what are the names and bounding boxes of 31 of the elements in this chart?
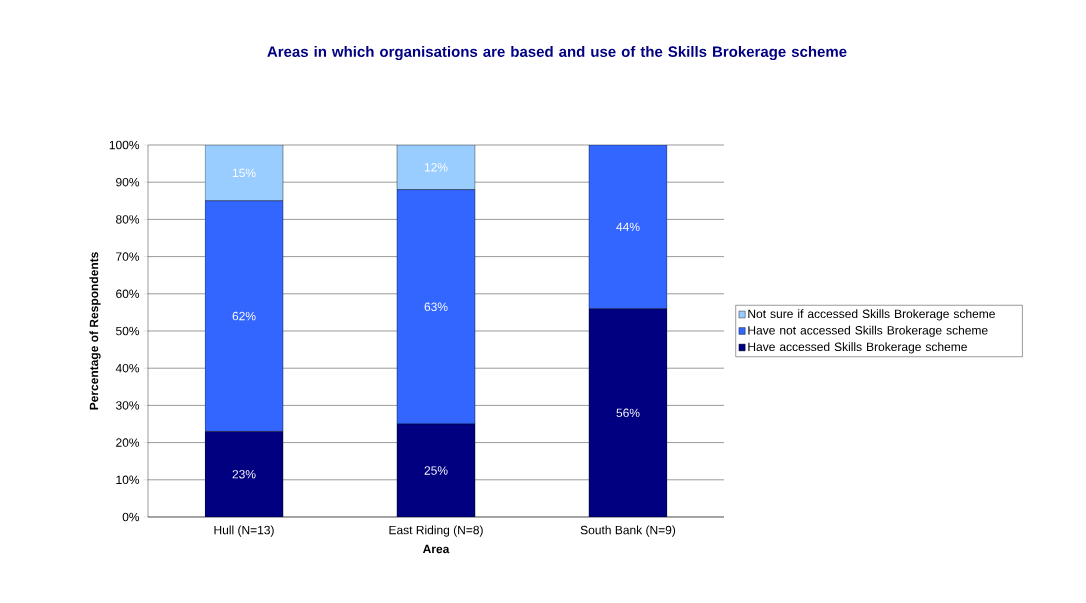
data-label: 25% (424, 466, 448, 475)
y-tick-label: 90% (116, 177, 140, 187)
bar (396, 189, 476, 425)
y-tick-label: 40% (115, 363, 140, 373)
y-tick-label: 60% (116, 289, 140, 299)
x-tick-label: Hull (N=13) (214, 525, 274, 537)
data-label: 23% (232, 469, 256, 479)
legend-label: Not sure if accessed Skills Brokerage scheme (748, 309, 995, 321)
x-tick-label: South Bank (N=9) (580, 525, 676, 537)
x-axis-title: Area (422, 544, 450, 554)
y-tick-label: 20% (116, 438, 140, 447)
y-tick-label: 10% (116, 475, 140, 485)
data-label: 62% (232, 311, 256, 321)
y-axis-title: Percentage of Respondents (89, 252, 101, 410)
x-tick-label: East Riding (N=8) (389, 525, 483, 537)
y-tick-label: 0% (122, 512, 140, 522)
data-label: 56% (616, 408, 640, 418)
data-label: 15% (232, 168, 256, 178)
chart-title: Areas in which organisations are based and use of the Skills Brokerage scheme (267, 45, 847, 61)
data-label: 63% (424, 302, 448, 312)
bar (204, 200, 284, 432)
y-tick-label: 80% (116, 215, 140, 224)
data-label: 12% (424, 163, 448, 172)
bar (588, 145, 668, 309)
y-tick-label: 30% (115, 401, 140, 410)
data-label: 44% (616, 222, 640, 232)
y-tick-label: 70% (116, 252, 140, 261)
legend-label: Have not accessed Skills Brokerage scheme (748, 325, 988, 337)
y-tick-label: 100% (109, 140, 140, 150)
legend-label: Have accessed Skills Brokerage scheme (748, 342, 967, 354)
y-tick-label: 50% (116, 326, 140, 336)
